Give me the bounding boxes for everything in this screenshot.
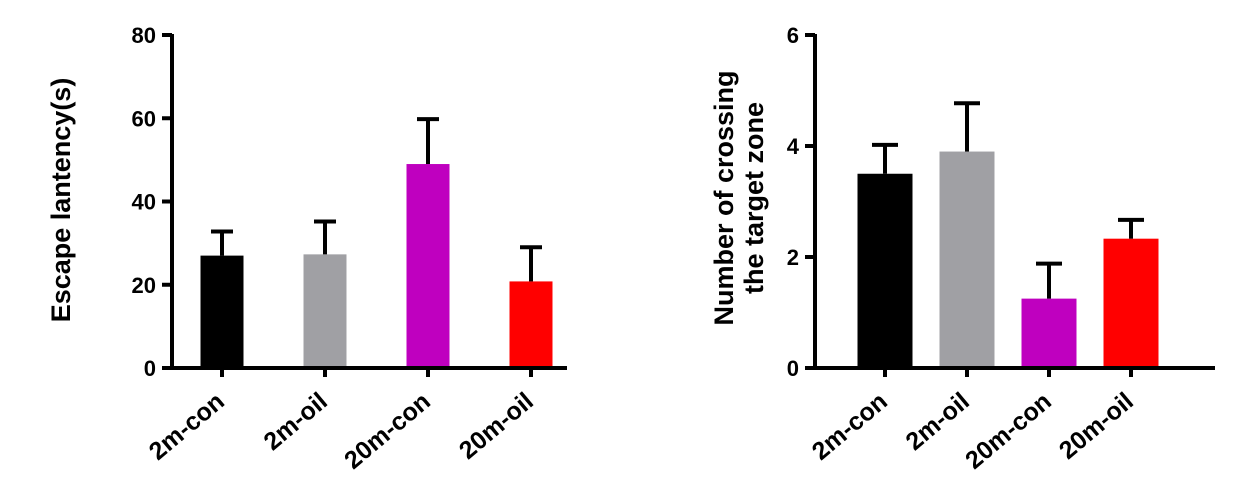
y-tick-label-0: 0 xyxy=(787,356,799,381)
category-label-20m-con: 20m-con xyxy=(960,387,1057,475)
bar-20m-oil xyxy=(1103,238,1159,368)
y-tick-label-6: 6 xyxy=(787,23,799,48)
bar-2m-con xyxy=(200,255,244,368)
y-axis-title-line-2: the target zone xyxy=(739,102,769,294)
y-tick-label-60: 60 xyxy=(132,106,156,131)
y-tick-label-20: 20 xyxy=(132,273,156,298)
y-axis-title: Number of crossingthe target zone xyxy=(709,70,769,325)
y-tick-label-0: 0 xyxy=(144,356,156,381)
bar-20m-con xyxy=(1021,298,1077,368)
category-label-20m-oil: 20m-oil xyxy=(454,387,539,465)
category-label-20m-con: 20m-con xyxy=(339,387,436,475)
bar-2m-oil xyxy=(303,254,347,368)
y-tick-label-40: 40 xyxy=(132,190,156,215)
y-axis-title-line-1: Number of crossing xyxy=(709,70,739,325)
bar-20m-oil xyxy=(509,281,553,368)
category-label-2m-con: 2m-con xyxy=(144,387,230,466)
y-tick-label-80: 80 xyxy=(132,23,156,48)
y-tick-label-2: 2 xyxy=(787,245,799,270)
y-axis-title: Escape lantency(s) xyxy=(46,78,76,323)
category-label-2m-con: 2m-con xyxy=(807,387,893,466)
bar-2m-con xyxy=(857,173,913,368)
category-label-20m-oil: 20m-oil xyxy=(1054,387,1139,465)
escape-latency-chart: 2m-con 2m-oil 20m-con 20m-oil 0 20 40 60 80 Escap… xyxy=(46,23,567,475)
category-label-2m-oil: 2m-oil xyxy=(900,387,974,456)
bar-20m-con xyxy=(406,164,450,368)
bar-2m-oil xyxy=(939,151,995,368)
category-label-2m-oil: 2m-oil xyxy=(258,387,332,456)
y-tick-label-4: 4 xyxy=(787,134,800,159)
